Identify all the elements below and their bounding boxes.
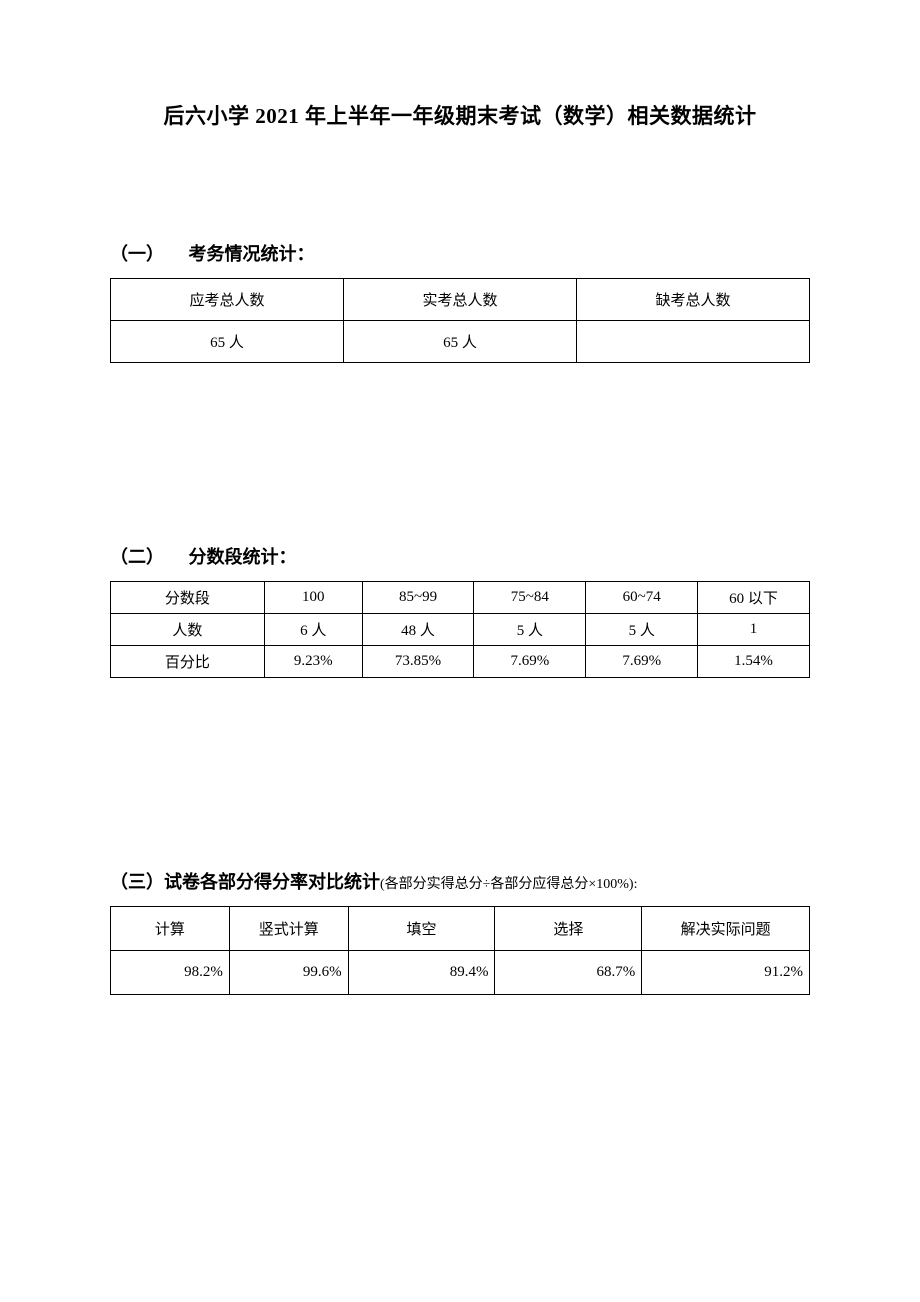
section-3-number: （三）: [110, 872, 164, 892]
cell: 1.54%: [698, 646, 810, 678]
cell: 7.69%: [474, 646, 586, 678]
cell: 98.2%: [111, 951, 230, 995]
col-header: 实考总人数: [344, 279, 577, 321]
cell: 5 人: [474, 614, 586, 646]
col-header: 60~74: [586, 582, 698, 614]
col-header: 竖式计算: [229, 907, 348, 951]
cell: 48 人: [362, 614, 474, 646]
cell: 73.85%: [362, 646, 474, 678]
section-1-heading: （一） 考务情况统计：: [110, 240, 810, 266]
cell: 99.6%: [229, 951, 348, 995]
col-header: 解决实际问题: [642, 907, 810, 951]
page-title: 后六小学 2021 年上半年一年级期末考试（数学）相关数据统计: [110, 100, 810, 130]
section-3-heading: （三）试卷各部分得分率对比统计(各部分实得总分÷各部分应得总分×100%):: [110, 868, 810, 894]
score-band-table: 分数段 100 85~99 75~84 60~74 60 以下 人数 6 人 4…: [110, 581, 810, 678]
col-header: 计算: [111, 907, 230, 951]
cell: 6 人: [264, 614, 362, 646]
col-header: 85~99: [362, 582, 474, 614]
section-3-sublabel: (各部分实得总分÷各部分应得总分×100%):: [380, 877, 637, 892]
attendance-table: 应考总人数 实考总人数 缺考总人数 65 人 65 人: [110, 278, 810, 363]
col-header: 75~84: [474, 582, 586, 614]
col-header: 分数段: [111, 582, 265, 614]
section-2-heading: （二） 分数段统计：: [110, 543, 810, 569]
col-header: 60 以下: [698, 582, 810, 614]
section-3-label: 试卷各部分得分率对比统计: [164, 872, 380, 892]
cell: 65 人: [111, 321, 344, 363]
table-row: 应考总人数 实考总人数 缺考总人数: [111, 279, 810, 321]
section-2-number: （二）: [110, 543, 184, 569]
col-header: 选择: [495, 907, 642, 951]
table-row: 百分比 9.23% 73.85% 7.69% 7.69% 1.54%: [111, 646, 810, 678]
cell: 89.4%: [348, 951, 495, 995]
section-1-number: （一）: [110, 240, 184, 266]
table-row: 分数段 100 85~99 75~84 60~74 60 以下: [111, 582, 810, 614]
col-header: 缺考总人数: [577, 279, 810, 321]
row-label: 百分比: [111, 646, 265, 678]
table-row: 65 人 65 人: [111, 321, 810, 363]
table-row: 人数 6 人 48 人 5 人 5 人 1: [111, 614, 810, 646]
cell: 1: [698, 614, 810, 646]
cell: [577, 321, 810, 363]
row-label: 人数: [111, 614, 265, 646]
cell: 7.69%: [586, 646, 698, 678]
section-1-label: 考务情况统计：: [189, 244, 315, 264]
cell: 65 人: [344, 321, 577, 363]
col-header: 应考总人数: [111, 279, 344, 321]
table-row: 98.2% 99.6% 89.4% 68.7% 91.2%: [111, 951, 810, 995]
cell: 9.23%: [264, 646, 362, 678]
cell: 91.2%: [642, 951, 810, 995]
part-score-table: 计算 竖式计算 填空 选择 解决实际问题 98.2% 99.6% 89.4% 6…: [110, 906, 810, 995]
table-row: 计算 竖式计算 填空 选择 解决实际问题: [111, 907, 810, 951]
section-2-label: 分数段统计：: [189, 547, 297, 567]
col-header: 100: [264, 582, 362, 614]
cell: 68.7%: [495, 951, 642, 995]
col-header: 填空: [348, 907, 495, 951]
cell: 5 人: [586, 614, 698, 646]
